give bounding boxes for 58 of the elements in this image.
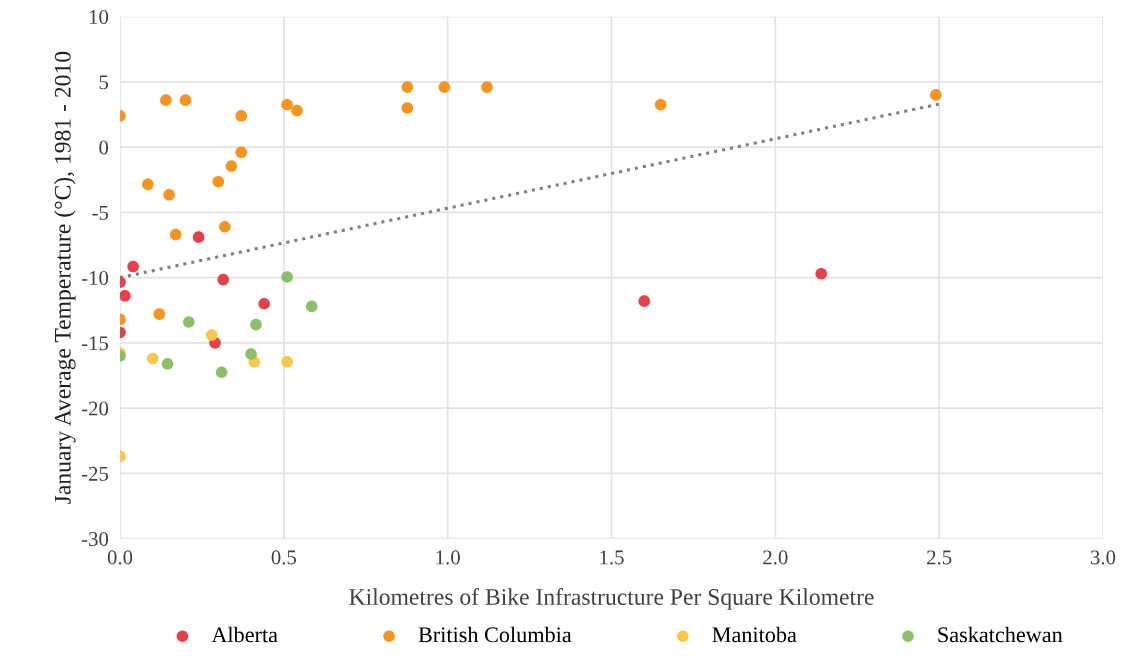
- x-tick-label: 0.0: [107, 550, 133, 565]
- y-tick-label: 0: [99, 140, 109, 155]
- point: [205, 329, 218, 341]
- y-tick-label: -30: [81, 532, 109, 547]
- y-tick-label: 10: [89, 10, 109, 25]
- y-tick-label: 5: [99, 75, 109, 90]
- point: [120, 290, 131, 302]
- y-tick-label: -20: [81, 401, 109, 416]
- point: [235, 146, 248, 159]
- point: [930, 89, 942, 101]
- point: [305, 300, 318, 313]
- x-tick-label: 2.0: [763, 550, 788, 565]
- point: [192, 231, 205, 243]
- y-tick-label: -5: [92, 205, 109, 220]
- x-tick-label: 1.5: [600, 550, 624, 565]
- y-tick-label: -15: [81, 336, 109, 351]
- point: [183, 316, 195, 328]
- point: [235, 110, 248, 122]
- point: [654, 98, 667, 111]
- point: [481, 81, 493, 93]
- point: [217, 273, 230, 286]
- point: [438, 81, 451, 93]
- legend-label: British Columbia: [418, 626, 572, 643]
- point: [258, 297, 270, 310]
- point: [179, 94, 192, 106]
- legend-label: Manitoba: [712, 626, 797, 643]
- point: [160, 94, 172, 106]
- x-tick-label: 1.0: [436, 550, 460, 565]
- point: [638, 295, 651, 307]
- y-tick-label: -10: [81, 271, 109, 286]
- point: [127, 260, 139, 273]
- point: [212, 175, 225, 188]
- y-tick-label: -25: [81, 466, 109, 481]
- point: [163, 188, 175, 201]
- x-tick-label: 3.0: [1090, 550, 1116, 565]
- point: [250, 318, 262, 331]
- point: [146, 352, 159, 365]
- point: [815, 267, 828, 280]
- point: [401, 81, 414, 93]
- x-axis-title: Kilometres of Bike Infrastructure Per Square Kilometre: [349, 588, 874, 610]
- x-tick-label: 0.5: [271, 550, 297, 565]
- point: [169, 228, 182, 241]
- point: [401, 102, 414, 114]
- point: [291, 104, 303, 117]
- point: [219, 220, 231, 233]
- point: [225, 160, 238, 172]
- legend-label: Saskatchewan: [938, 626, 1063, 643]
- point: [215, 366, 228, 379]
- y-axis-title: January Average Temperature (°C), 1981 - 2010: [54, 51, 76, 504]
- legend-label: Alberta: [211, 626, 278, 643]
- point: [281, 356, 293, 368]
- point: [153, 308, 166, 320]
- point: [161, 357, 174, 370]
- point: [245, 348, 257, 360]
- point: [142, 178, 154, 191]
- point: [281, 271, 293, 283]
- point: [281, 98, 293, 111]
- x-tick-label: 2.5: [927, 550, 952, 565]
